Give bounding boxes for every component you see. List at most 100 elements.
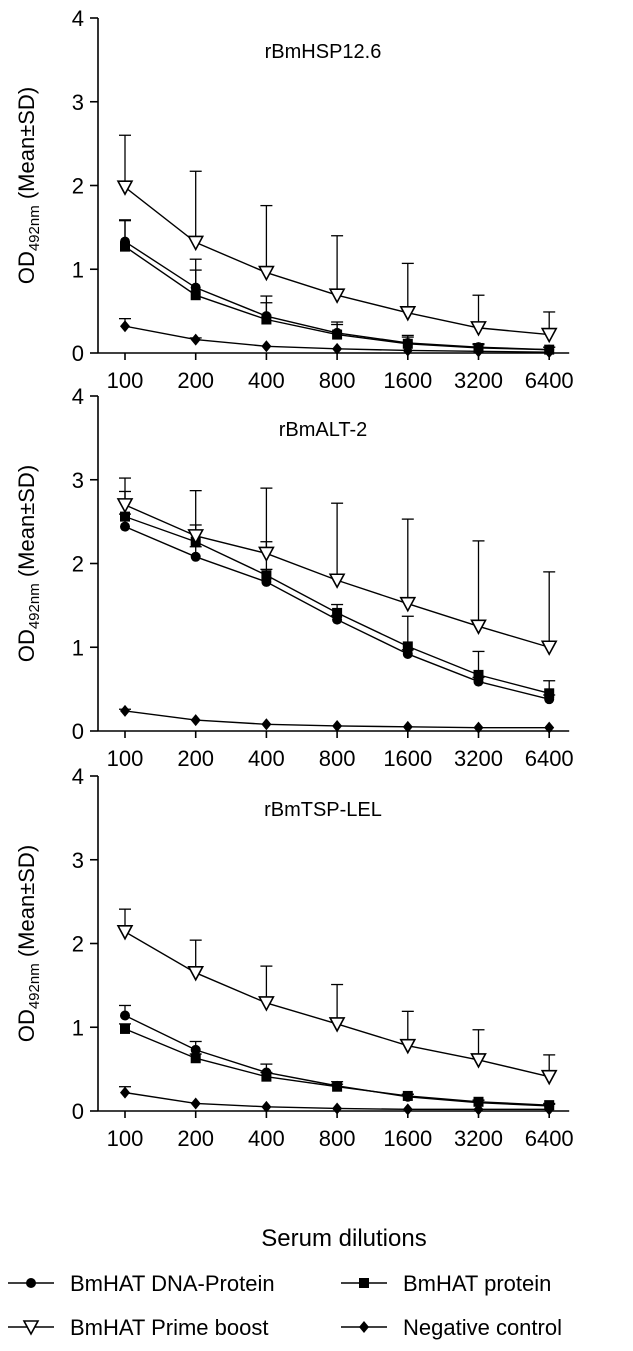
data-point [544, 346, 555, 359]
data-point [473, 721, 484, 734]
data-point [332, 1102, 343, 1115]
chart-panel-1: rBmHSP12.6 0 1 2 3 4 100 200 400 800 1600 3200 6400 O… [14, 6, 574, 393]
data-point [120, 320, 130, 333]
data-point [332, 329, 343, 340]
x-tick-label: 800 [319, 1126, 356, 1151]
y-tick-label: 4 [72, 6, 84, 31]
data-point [120, 704, 130, 717]
data-point [116, 180, 134, 196]
legend-marker [359, 1321, 369, 1333]
series-3 [116, 134, 558, 344]
x-tick-label: 1600 [383, 368, 432, 393]
y-tick-label: 0 [72, 341, 84, 366]
chart-title: rBmTSP-LEL [264, 799, 382, 821]
data-point [540, 327, 558, 344]
data-point [190, 1044, 201, 1055]
data-point [470, 619, 487, 635]
data-point [402, 641, 413, 652]
chart-panel-2: rBmALT-2 0 1 2 3 4 100 200 400 800 1600 3200 6400 OD4… [14, 384, 574, 771]
chart-title: rBmHSP12.6 [265, 41, 382, 63]
legend-marker [359, 1278, 369, 1288]
x-tick-label: 6400 [525, 746, 574, 771]
data-point [540, 640, 558, 656]
legend-marker [26, 1278, 36, 1288]
data-point [120, 1086, 130, 1099]
data-point [328, 573, 346, 589]
x-tick-label: 100 [107, 1126, 144, 1151]
chart-title: rBmALT-2 [279, 419, 368, 441]
data-point [190, 714, 201, 727]
data-point [261, 340, 272, 353]
x-tick-label: 3200 [454, 368, 503, 393]
data-point [332, 1081, 343, 1092]
series-4 [119, 1086, 555, 1116]
data-point [190, 1053, 201, 1064]
data-point [544, 721, 555, 734]
data-point [258, 996, 275, 1012]
y-tick-label: 1 [72, 257, 84, 282]
data-point [402, 720, 413, 733]
x-tick-label: 400 [248, 368, 285, 393]
y-tick-label: 3 [72, 848, 84, 873]
x-tick-label: 800 [319, 368, 356, 393]
data-point [116, 498, 134, 514]
data-point [261, 1100, 272, 1113]
data-point [328, 1017, 346, 1033]
data-point [473, 1096, 484, 1107]
x-tick-label: 1600 [383, 1126, 432, 1151]
data-point [332, 607, 343, 618]
series-2 [119, 1023, 556, 1111]
y-tick-label: 0 [72, 719, 84, 744]
series-4 [119, 704, 555, 734]
data-point [258, 265, 275, 282]
data-point [261, 314, 272, 325]
series-3 [116, 477, 558, 656]
data-point [190, 551, 201, 562]
series-4 [119, 318, 555, 359]
y-tick-label: 0 [72, 1099, 84, 1124]
legend-label: Negative control [403, 1315, 562, 1340]
data-point [399, 1038, 417, 1055]
y-tick-label: 1 [72, 635, 84, 660]
y-tick-label: 2 [72, 552, 84, 577]
y-tick-label: 2 [72, 932, 84, 957]
x-tick-label: 100 [107, 368, 144, 393]
legend-label: BmHAT DNA-Protein [70, 1271, 275, 1296]
data-point [402, 1090, 413, 1101]
y-axis-label: OD492nm (Mean±SD) [14, 87, 43, 284]
data-point [187, 529, 205, 545]
x-tick-label: 6400 [525, 368, 574, 393]
y-axis-label: OD492nm (Mean±SD) [14, 845, 43, 1042]
x-axis-label: Serum dilutions [261, 1225, 426, 1252]
data-point [473, 1103, 484, 1116]
data-point [470, 321, 487, 337]
data-point [332, 719, 343, 732]
x-tick-label: 3200 [454, 746, 503, 771]
legend-item-3: BmHAT Prime boost [8, 1315, 268, 1340]
data-point [120, 1010, 130, 1021]
data-point [402, 648, 413, 659]
data-point [261, 570, 272, 581]
data-point [473, 345, 484, 358]
data-point [258, 546, 275, 563]
data-point [470, 1053, 487, 1069]
series-line [124, 1028, 550, 1106]
y-tick-label: 2 [72, 174, 84, 199]
x-tick-label: 200 [177, 746, 214, 771]
data-point [328, 288, 346, 304]
x-tick-label: 200 [177, 368, 214, 393]
y-tick-label: 4 [72, 764, 84, 789]
data-point [261, 718, 272, 731]
data-point [187, 235, 205, 252]
data-point [120, 521, 130, 532]
x-tick-label: 6400 [525, 1126, 574, 1151]
data-point [399, 305, 417, 322]
y-tick-label: 1 [72, 1015, 84, 1040]
data-point [332, 342, 343, 355]
data-point [540, 1069, 558, 1086]
legend-label: BmHAT Prime boost [70, 1315, 268, 1340]
legend-item-1: BmHAT DNA-Protein [8, 1271, 275, 1296]
x-tick-label: 400 [248, 746, 285, 771]
